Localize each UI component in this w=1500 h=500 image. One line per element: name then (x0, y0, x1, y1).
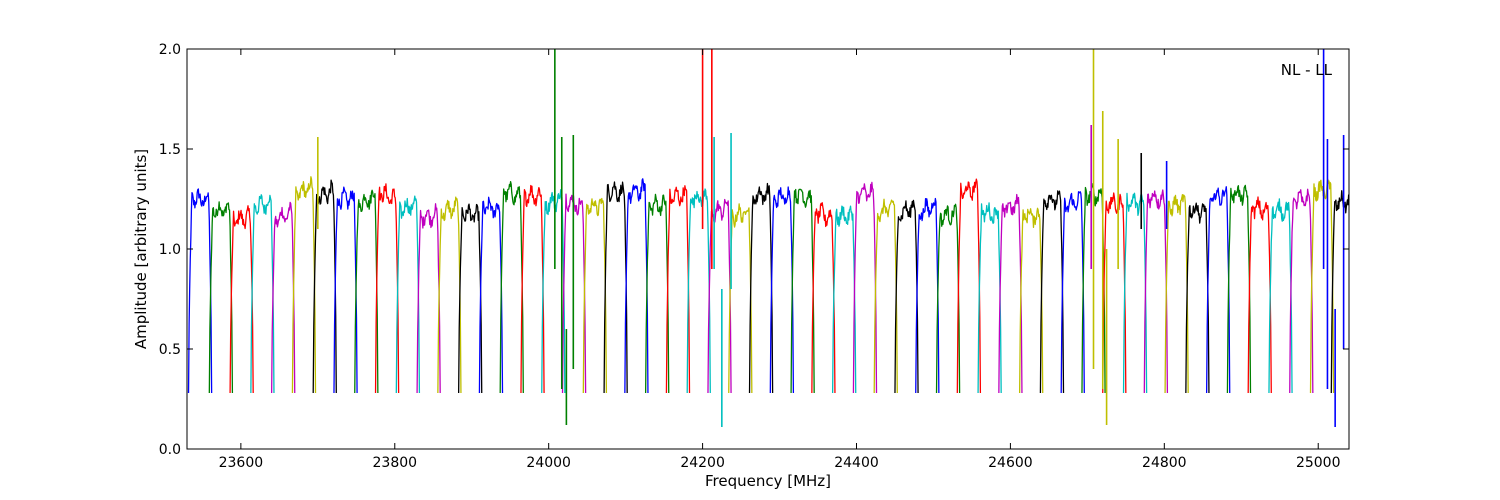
y-tick-label: 1.0 (159, 242, 181, 258)
channel-series-line (1289, 188, 1314, 394)
channel-series-line (1102, 192, 1127, 394)
channel-series-line (1060, 191, 1085, 394)
channel-series-line (458, 203, 483, 394)
channel-series-line (520, 184, 545, 394)
channel-series-line (790, 188, 815, 394)
x-tick-label: 24400 (834, 455, 879, 471)
x-tick-label: 23600 (219, 455, 264, 471)
channel-series-line (644, 193, 670, 394)
x-tick-label: 24200 (680, 455, 725, 471)
channel-series-line (499, 181, 524, 394)
channel-series-line (229, 205, 254, 394)
plot-frame (186, 48, 1350, 450)
channel-series-line (748, 182, 774, 394)
series-layer (187, 176, 1349, 394)
channel-series-line (769, 186, 795, 394)
channel-series-line (478, 196, 504, 394)
channel-series-line (728, 203, 753, 394)
x-tick-label: 24600 (988, 455, 1033, 471)
y-tick-label: 2.0 (159, 42, 181, 58)
channel-series-line (271, 201, 296, 394)
x-tick-label: 23800 (373, 455, 418, 471)
channel-series-line (354, 189, 379, 394)
channel-series-line (333, 186, 358, 394)
channel-series-line (935, 203, 961, 394)
y-tick-label: 0.5 (159, 342, 181, 358)
y-tick-label: 1.5 (159, 142, 181, 158)
channel-series-line (1226, 184, 1252, 394)
channel-series-line (873, 198, 898, 394)
channel-series-line (624, 178, 649, 394)
spike-layer (317, 49, 1345, 427)
channel-series-line (1018, 207, 1044, 394)
channel-series-line (686, 188, 711, 394)
channel-series-line (1122, 192, 1148, 394)
channel-series-line (291, 176, 317, 394)
channel-series-line (1247, 196, 1272, 394)
channel-series-line (1205, 186, 1231, 394)
channel-series-line (1143, 189, 1169, 394)
channel-series-line (208, 201, 234, 394)
channel-series-line (187, 188, 213, 394)
channel-series-line (1039, 190, 1065, 394)
channel-series-line (416, 203, 441, 394)
channel-series-line (811, 202, 836, 394)
channel-series-line (956, 178, 982, 394)
channel-series-line (437, 196, 462, 394)
channel-series-line (998, 193, 1023, 394)
channel-series-line (1164, 194, 1189, 394)
channel-series-line (915, 197, 940, 394)
x-tick-label: 24800 (1142, 455, 1187, 471)
x-tick-label: 25000 (1296, 455, 1341, 471)
channel-series-line (1185, 202, 1210, 394)
annotation-label: NL - LL (1281, 61, 1333, 79)
x-axis: 23600 23800 24000 24200 24400 24600 24800 25000 (219, 49, 1341, 471)
channel-series-line (582, 197, 608, 394)
y-tick-label: 0.0 (159, 442, 181, 458)
channel-series-line (312, 179, 337, 394)
y-axis-label: Amplitude [arbitrary units] (132, 149, 150, 349)
channel-series-line (603, 181, 628, 394)
channel-series-line (250, 194, 275, 394)
channel-series-line (1268, 198, 1293, 394)
channel-series-line (1309, 178, 1335, 394)
channel-series-line (894, 199, 919, 394)
channel-series-line (977, 202, 1002, 394)
x-tick-label: 24000 (526, 455, 571, 471)
channel-series-line (665, 185, 691, 394)
x-axis-label: Frequency [MHz] (705, 472, 831, 490)
y-axis: 0.0 0.5 1.0 1.5 2.0 (159, 42, 1349, 458)
channel-series-line (374, 183, 400, 394)
channel-series-line (852, 181, 878, 394)
channel-series-line (831, 205, 857, 394)
channel-series-line (395, 195, 421, 394)
